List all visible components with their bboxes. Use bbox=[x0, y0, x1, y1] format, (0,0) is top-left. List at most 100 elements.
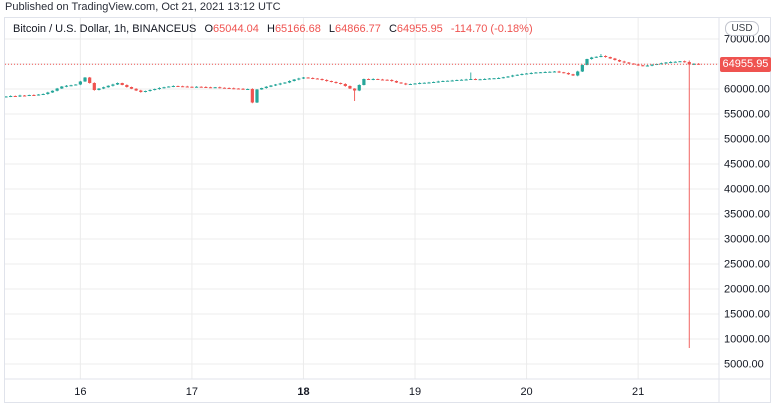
y-axis-tick: 5000.00 bbox=[724, 359, 764, 371]
candle-body bbox=[306, 77, 310, 79]
candle-body bbox=[529, 73, 533, 74]
candle-body bbox=[418, 83, 422, 84]
candle-body bbox=[566, 73, 571, 75]
candle-body bbox=[78, 81, 82, 85]
candle-body bbox=[222, 87, 227, 89]
candle-body bbox=[120, 83, 124, 85]
candle-body bbox=[260, 88, 264, 90]
candle-body bbox=[404, 83, 408, 85]
y-axis-tick: 30000.00 bbox=[724, 234, 770, 246]
candle-body bbox=[436, 81, 440, 83]
candle-body bbox=[678, 61, 682, 63]
candle-body bbox=[380, 79, 385, 81]
candle-body bbox=[176, 86, 180, 87]
candle-body bbox=[194, 86, 199, 88]
candle-body bbox=[218, 87, 222, 89]
candle-body bbox=[74, 84, 78, 86]
candle-body bbox=[552, 71, 557, 73]
candle-body bbox=[106, 85, 110, 88]
candle-body bbox=[603, 56, 608, 57]
candle-body bbox=[329, 81, 333, 82]
candle-body bbox=[181, 86, 185, 88]
candle-body bbox=[97, 88, 101, 90]
candle-body bbox=[41, 94, 45, 95]
y-axis-tick: 35000.00 bbox=[724, 209, 770, 221]
candle-body bbox=[492, 78, 496, 80]
candle-body bbox=[357, 85, 361, 91]
x-axis-tick: 18 bbox=[297, 386, 309, 398]
candle-body bbox=[283, 82, 287, 84]
candle-body bbox=[520, 74, 524, 75]
candle-body bbox=[580, 65, 584, 72]
candle-body bbox=[366, 79, 371, 80]
x-axis-tick: 21 bbox=[632, 386, 644, 398]
candle-body bbox=[511, 75, 515, 77]
candle-body bbox=[478, 79, 482, 81]
candle-body bbox=[5, 96, 8, 98]
candle-body bbox=[115, 83, 120, 85]
candle-body bbox=[562, 72, 566, 74]
candle-body bbox=[622, 61, 626, 63]
candle-body bbox=[92, 83, 96, 90]
candle-body bbox=[60, 86, 64, 89]
candle-body bbox=[613, 58, 617, 60]
candle-body bbox=[134, 88, 138, 91]
candle-body bbox=[543, 72, 547, 73]
candle-body bbox=[36, 94, 41, 96]
candle-body bbox=[608, 57, 612, 59]
y-axis-tick: 25000.00 bbox=[724, 259, 770, 271]
candle-body bbox=[450, 80, 454, 82]
y-axis-tick: 70000.00 bbox=[724, 34, 770, 46]
candle-body bbox=[469, 79, 473, 80]
candle-body bbox=[385, 79, 389, 81]
candle-body bbox=[524, 73, 529, 75]
candle-body bbox=[534, 72, 538, 74]
symbol-title: Bitcoin / U.S. Dollar, 1h, BINANCEUS bbox=[13, 23, 197, 35]
candle-body bbox=[683, 61, 687, 63]
candle-body bbox=[278, 83, 282, 85]
candle-body bbox=[18, 95, 22, 97]
candle-body bbox=[506, 76, 510, 78]
candle-body bbox=[162, 87, 166, 89]
candle-body bbox=[241, 88, 245, 90]
candle-body bbox=[515, 74, 519, 76]
candle-body bbox=[631, 63, 636, 65]
candle-body bbox=[13, 96, 17, 97]
candle-body bbox=[557, 71, 561, 73]
candle-body bbox=[594, 56, 598, 58]
price-chart-canvas[interactable]: 70000.0065000.0060000.0055000.0050000.00… bbox=[5, 18, 770, 402]
last-price-label: 64955.95 bbox=[720, 56, 771, 72]
candle-body bbox=[687, 62, 691, 65]
candle-body bbox=[659, 63, 663, 65]
candle-body bbox=[32, 95, 36, 96]
candle-body bbox=[64, 85, 69, 87]
candle-body bbox=[315, 78, 320, 80]
candle-body bbox=[148, 90, 152, 91]
candle-body bbox=[167, 86, 171, 88]
chart-legend: Bitcoin / U.S. Dollar, 1h, BINANCEUS O65… bbox=[13, 23, 533, 35]
candle-body bbox=[125, 85, 129, 87]
candle-body bbox=[204, 87, 208, 88]
candle-body bbox=[650, 64, 654, 66]
candle-body bbox=[287, 81, 292, 83]
x-axis-tick: 17 bbox=[186, 386, 198, 398]
candle-body bbox=[473, 79, 478, 80]
ohlc-close-prefix: C bbox=[388, 23, 397, 35]
candle-body bbox=[673, 61, 677, 63]
candle-body bbox=[301, 77, 306, 79]
candle-body bbox=[9, 96, 13, 97]
candle-body bbox=[292, 79, 296, 81]
candle-body bbox=[548, 71, 552, 73]
candle-body bbox=[362, 79, 366, 85]
candle-body bbox=[371, 79, 375, 80]
candle-body bbox=[213, 87, 217, 89]
candle-body bbox=[269, 85, 273, 87]
candle-body bbox=[645, 65, 650, 67]
currency-badge: USD bbox=[725, 21, 759, 36]
candle-body bbox=[88, 77, 92, 83]
candle-body bbox=[236, 88, 240, 90]
ohlc-low-prefix: L bbox=[328, 23, 336, 35]
candle-body bbox=[348, 86, 352, 89]
candle-body bbox=[297, 78, 301, 80]
